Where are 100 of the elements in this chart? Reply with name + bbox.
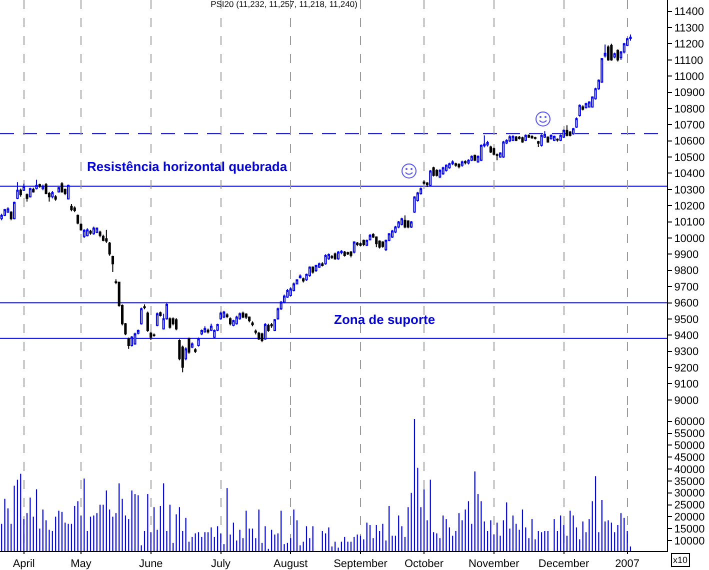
candlestick: [552, 135, 556, 142]
candlestick: [582, 104, 584, 111]
candlestick: [350, 250, 352, 258]
x-tick-label: June: [138, 558, 163, 570]
candlestick: [400, 217, 404, 226]
candlestick: [54, 194, 57, 202]
y-tick-label: 10000: [674, 535, 705, 548]
candlestick: [521, 136, 524, 144]
candlestick: [226, 312, 228, 319]
candlestick: [359, 242, 362, 247]
candlestick: [422, 180, 426, 186]
candlestick: [410, 220, 413, 228]
x-tick-label: August: [273, 558, 308, 570]
candlestick: [460, 160, 464, 168]
candlestick: [150, 331, 152, 340]
candlestick: [404, 214, 406, 229]
candlestick: [232, 319, 235, 327]
candlestick: [130, 335, 134, 347]
candlestick: [308, 266, 311, 278]
y-tick-label: 10700: [674, 120, 705, 132]
ref-line-label: Zona de suporte: [334, 312, 436, 327]
candlestick: [559, 134, 562, 142]
y-tick-label: 11000: [674, 70, 704, 83]
candlestick: [454, 162, 458, 168]
candlestick: [146, 311, 149, 332]
candlestick: [406, 220, 410, 229]
candlestick: [258, 331, 260, 340]
candlestick: [229, 316, 232, 326]
y-tick-label: 11300: [674, 22, 704, 34]
candlestick: [474, 154, 476, 162]
candlestick: [470, 154, 473, 162]
candlestick: [550, 134, 552, 140]
y-tick-label: 10200: [674, 200, 705, 212]
y-tick-label: 10800: [674, 103, 705, 116]
candlestick: [528, 134, 530, 138]
candlestick: [375, 236, 378, 248]
candlestick: [575, 116, 578, 128]
y-tick-label: 9300: [674, 346, 699, 358]
y-tick-label: 20000: [674, 512, 705, 524]
candlestick: [514, 136, 518, 142]
candlestick: [152, 333, 156, 338]
candlestick: [467, 158, 470, 165]
candlestick: [3, 208, 6, 217]
y-tick-label: 30000: [674, 488, 705, 500]
y-tick-label: 35000: [674, 476, 705, 488]
candlestick: [204, 326, 206, 334]
candlestick: [508, 134, 512, 143]
candlestick: [190, 342, 194, 349]
candlestick: [156, 312, 158, 327]
candlestick: [194, 348, 197, 354]
y-tick-label: 9800: [674, 265, 699, 278]
candlestick: [264, 322, 266, 340]
candlestick: [314, 264, 318, 272]
candlestick: [537, 140, 540, 148]
candlestick: [442, 166, 444, 176]
candlestick: [604, 44, 606, 58]
candlestick: [19, 188, 22, 198]
candlestick: [451, 160, 454, 166]
y-tick-label: 9200: [674, 362, 699, 374]
candlestick: [76, 214, 80, 225]
candlestick: [524, 134, 527, 142]
candlestick: [616, 48, 620, 62]
candlestick: [324, 254, 327, 266]
candlestick: [588, 100, 590, 108]
candlestick: [22, 183, 26, 192]
candlestick: [235, 315, 238, 326]
candlestick: [556, 138, 559, 142]
candlestick: [464, 160, 467, 165]
candlestick: [566, 124, 568, 137]
candlestick: [67, 184, 70, 200]
candlestick: [489, 145, 492, 154]
candlestick: [219, 311, 222, 320]
candlestick: [111, 255, 114, 272]
y-tick-label: 10100: [674, 216, 705, 229]
candlestick: [127, 337, 130, 350]
candlestick: [546, 136, 550, 144]
candlestick: [432, 166, 435, 177]
y-tick-label: 45000: [674, 452, 705, 464]
candlestick: [540, 134, 543, 148]
candlestick: [96, 226, 98, 234]
candlestick: [378, 240, 381, 250]
candlestick: [438, 168, 442, 179]
candlestick: [397, 220, 400, 229]
ref-line-label: Resistência horizontal quebrada: [87, 159, 288, 174]
candlestick: [356, 242, 359, 247]
candlestick: [512, 134, 514, 142]
candlestick: [298, 274, 302, 279]
candlestick: [92, 226, 95, 236]
candlestick: [413, 196, 416, 214]
candlestick: [578, 104, 581, 118]
candlestick: [502, 140, 505, 158]
candlestick: [302, 277, 305, 284]
candlestick: [175, 318, 178, 331]
y-tick-label: 9600: [674, 298, 699, 310]
candlestick: [394, 225, 397, 234]
y-tick-label: 11100: [674, 54, 704, 67]
candlestick: [222, 310, 226, 319]
candlestick: [159, 311, 162, 318]
candlestick: [248, 316, 251, 323]
candlestick: [289, 286, 292, 297]
